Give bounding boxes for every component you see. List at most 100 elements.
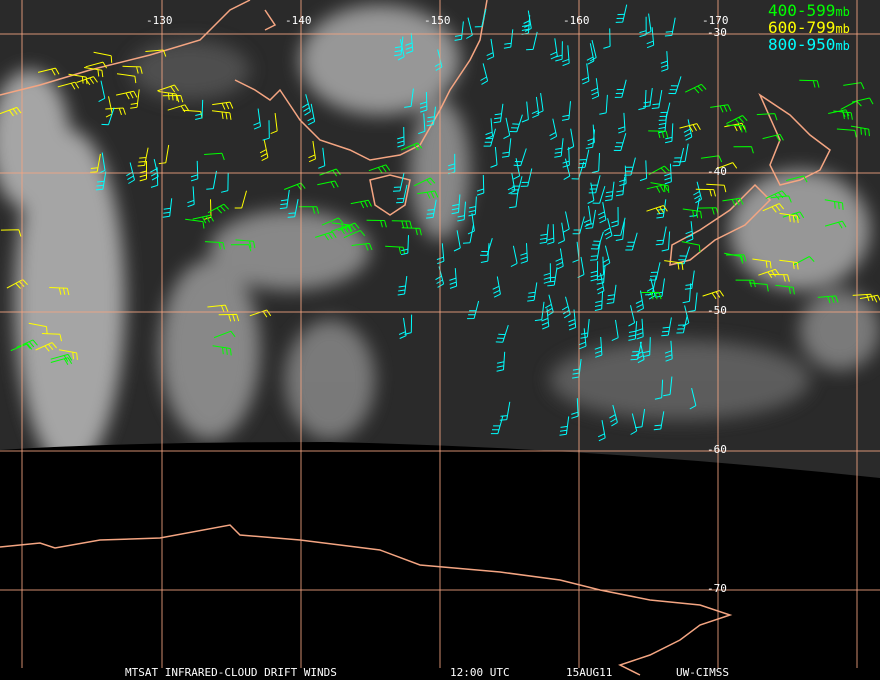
wind-barb [499, 401, 511, 421]
legend-label: 600-799 [768, 18, 835, 37]
wind-barb [591, 152, 600, 174]
wind-barb [590, 231, 604, 250]
wind-barb [843, 82, 865, 90]
wind-barb [654, 379, 664, 400]
wind-barb [682, 305, 690, 327]
wind-barb [604, 181, 615, 202]
wind-barb [157, 84, 179, 93]
wind-barb [501, 138, 512, 158]
wind-barb [609, 404, 618, 427]
footer-source: UW-CIMSS [676, 666, 729, 679]
wind-barb [492, 276, 501, 298]
wind-barb [318, 147, 326, 169]
wind-barb [651, 90, 663, 109]
wind-barb [693, 181, 702, 204]
wind-barb [476, 174, 485, 196]
wind-barb [567, 128, 575, 150]
wind-barb [606, 284, 617, 305]
wind-barb [726, 115, 748, 125]
wind-barb [321, 217, 344, 226]
wind-barb [343, 229, 366, 239]
wind-barb [16, 339, 38, 349]
wind-barb [628, 305, 636, 327]
wind-barb [836, 128, 857, 138]
wind-barb [649, 262, 661, 281]
wind-barb [758, 268, 780, 278]
wind-barb [101, 107, 115, 126]
wind-barb [417, 190, 439, 199]
wind-barb [207, 203, 230, 214]
wind-barb [474, 8, 487, 28]
wind-barb [35, 342, 57, 352]
wind-barb [419, 91, 428, 113]
wind-barb [253, 108, 261, 130]
wind-barb [685, 221, 694, 243]
legend-entry: 600-799mb [768, 18, 850, 37]
footer-date: 15AUG11 [566, 666, 612, 679]
wind-barb [859, 294, 880, 303]
wind-barb [786, 175, 808, 183]
wind-barb [635, 290, 644, 312]
wind-barb [833, 110, 853, 120]
wind-barb [611, 319, 619, 342]
wind-barb [510, 176, 523, 195]
wind-barb [413, 177, 436, 187]
wind-barb [585, 129, 596, 149]
wind-barb [539, 224, 549, 244]
wind-barb [689, 387, 697, 410]
wind-barb [725, 254, 747, 262]
wind-barb [418, 113, 426, 135]
wind-barb [480, 63, 489, 85]
wind-barb [235, 239, 256, 249]
wind-barb [190, 160, 199, 182]
latitude-label: -30 [707, 26, 727, 39]
wind-barb [50, 357, 73, 366]
wind-barb [710, 104, 732, 113]
wind-barb [779, 259, 799, 270]
wind-barb [50, 353, 73, 362]
wind-barb [852, 293, 874, 302]
latitude-label: -50 [707, 304, 727, 317]
longitude-label: -150 [424, 14, 451, 27]
wind-barb [646, 184, 669, 193]
wind-barb [509, 114, 523, 133]
wind-barb [466, 17, 473, 39]
wind-barb [495, 324, 509, 343]
wind-barb [571, 398, 579, 419]
wind-barb [585, 209, 596, 229]
wind-barb [625, 232, 638, 251]
wind-barb [270, 113, 278, 135]
longitude-label: -140 [285, 14, 312, 27]
wind-barb [95, 171, 107, 191]
wind-barb [426, 106, 436, 127]
wind-barb [733, 146, 754, 154]
wind-barb [554, 138, 564, 158]
wind-barb [116, 73, 137, 84]
wind-barb [93, 51, 113, 63]
wind-barb [586, 43, 595, 65]
wind-barb [592, 185, 606, 204]
wind-barb [167, 104, 190, 113]
wind-barb [650, 182, 670, 193]
wind-barb [581, 63, 590, 85]
wind-barb [90, 153, 101, 173]
wind-barb [536, 93, 544, 115]
wind-barb [162, 198, 173, 218]
wind-barb [503, 117, 511, 140]
wind-barb [715, 162, 738, 170]
wind-barb [722, 197, 744, 207]
wind-barb [397, 126, 405, 148]
wind-barb [510, 245, 518, 268]
wind-barb [594, 336, 603, 358]
wind-barb [682, 208, 703, 219]
wind-barb [513, 148, 527, 167]
legend-entry: 400-599mb [768, 1, 850, 20]
wind-barb [603, 28, 611, 49]
wind-barb [756, 113, 778, 121]
wind-barb [453, 230, 461, 252]
wind-barb [630, 413, 638, 435]
wind-barb [642, 88, 653, 108]
wind-barb [638, 89, 647, 111]
wind-barb [162, 95, 184, 103]
wind-barb [663, 376, 673, 397]
